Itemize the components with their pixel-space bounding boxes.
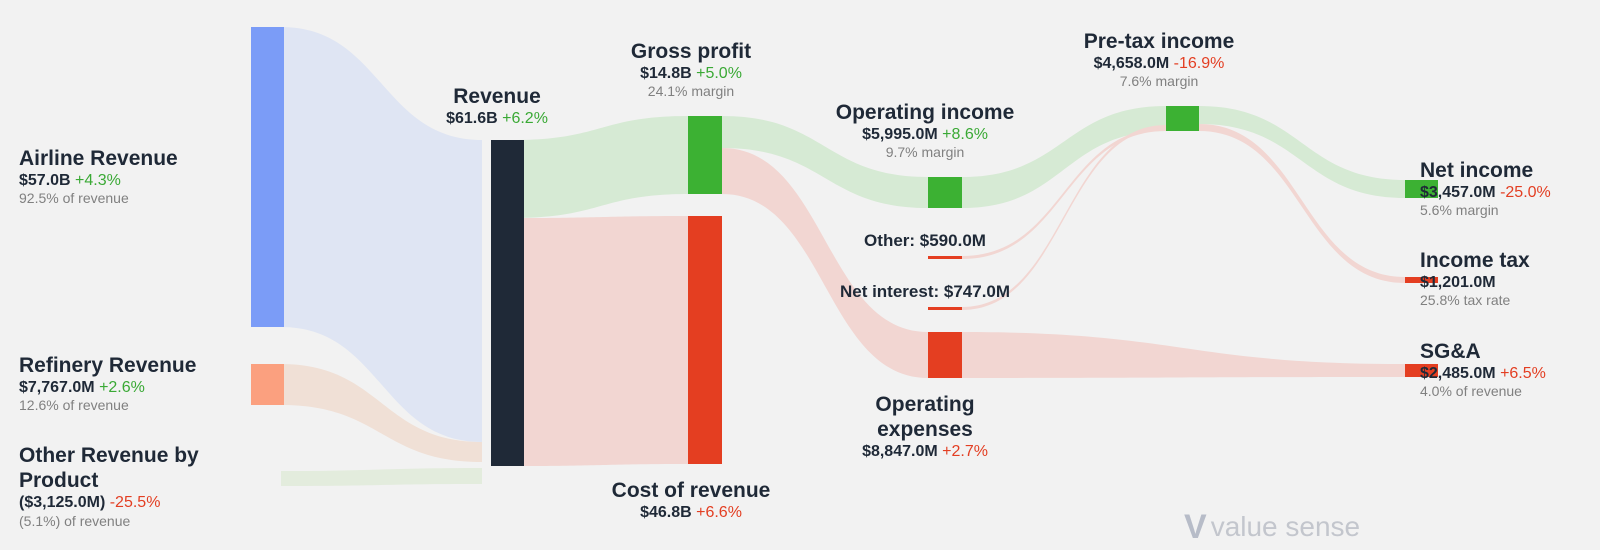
node-note: 4.0% of revenue xyxy=(1420,383,1522,400)
node-income-tax xyxy=(1405,277,1438,283)
node-name: Pre-tax income xyxy=(1083,30,1235,53)
flow-operating-income-to-pretax xyxy=(962,106,1166,208)
label-revenue: Revenue $61.6B +6.2% xyxy=(446,84,548,128)
flow-net-interest-to-pretax xyxy=(962,125,1166,310)
node-operating-expenses xyxy=(928,332,962,378)
node-value: $14.8B +5.0% xyxy=(640,65,742,83)
node-refinery-revenue xyxy=(251,364,284,405)
node-name: Refinery Revenue xyxy=(19,354,197,377)
flow-other-revenue xyxy=(281,468,482,486)
node-note: (5.1%) of revenue xyxy=(19,512,131,529)
label-other-revenue: Other Revenue by Product ($3,125.0M) -25… xyxy=(19,443,219,529)
label-other: Other: $590.0M xyxy=(864,231,986,251)
label-operating-income: Operating income $5,995.0M +8.6% 9.7% ma… xyxy=(836,100,1015,161)
node-value: $57.0B +4.3% xyxy=(19,172,121,190)
node-other xyxy=(928,256,962,259)
node-value: $1,201.0M xyxy=(1420,274,1496,292)
node-note: 5.6% margin xyxy=(1420,202,1499,219)
node-airline-revenue xyxy=(251,27,284,327)
node-name: Other Revenue by Product xyxy=(19,444,199,493)
label-net-income: Net income $3,457.0M -25.0% 5.6% margin xyxy=(1420,158,1551,219)
node-value: $2,485.0M +6.5% xyxy=(1420,365,1546,383)
label-operating-expenses: Operating expenses $8,847.0M +2.7% xyxy=(855,392,995,462)
node-gross-profit xyxy=(688,116,722,194)
node-value: $7,767.0M +2.6% xyxy=(19,379,145,397)
v-logo-icon: V xyxy=(1184,508,1207,546)
flow-opex-to-sga xyxy=(962,332,1405,378)
node-value: $61.6B +6.2% xyxy=(446,110,548,128)
flow-pretax-to-income-tax xyxy=(1199,124,1405,283)
node-net-income xyxy=(1405,180,1438,198)
node-note: 24.1% margin xyxy=(647,83,735,100)
node-value: $46.8B +6.6% xyxy=(640,504,742,522)
node-value: $8,847.0M +2.7% xyxy=(862,443,988,461)
node-name: SG&A xyxy=(1420,340,1481,363)
node-name: Income tax xyxy=(1420,249,1530,272)
node-note: 25.8% tax rate xyxy=(1420,292,1511,309)
node-name: Airline Revenue xyxy=(19,147,178,170)
node-value: ($3,125.0M) -25.5% xyxy=(19,494,161,512)
flow-gross-profit-to-operating-income xyxy=(722,116,928,208)
flow-revenue-to-gross-profit xyxy=(514,116,688,218)
node-name: Cost of revenue xyxy=(611,479,771,502)
flow-gross-profit-to-operating-expenses xyxy=(722,148,928,378)
node-name: Gross profit xyxy=(630,40,752,63)
flow-airline-to-revenue xyxy=(281,27,482,442)
node-name: Operating expenses xyxy=(875,393,975,442)
node-net-interest xyxy=(928,307,962,310)
label-airline-revenue: Airline Revenue $57.0B +4.3% 92.5% of re… xyxy=(19,146,178,207)
node-name: Revenue xyxy=(453,85,541,108)
node-name: Net income xyxy=(1420,159,1534,182)
label-cost-of-revenue: Cost of revenue $46.8B +6.6% xyxy=(612,478,771,522)
node-name: Other: $590.0M xyxy=(864,231,986,250)
node-value: $3,457.0M -25.0% xyxy=(1420,184,1551,202)
node-sga xyxy=(1405,364,1438,377)
node-note: 7.6% margin xyxy=(1119,73,1199,90)
node-value: $5,995.0M +8.6% xyxy=(862,126,988,144)
node-note: 92.5% of revenue xyxy=(19,190,129,207)
node-name: Operating income xyxy=(835,101,1015,124)
node-note: 9.7% margin xyxy=(885,144,965,161)
flow-other-to-pretax xyxy=(962,128,1166,259)
node-operating-income xyxy=(928,177,962,208)
label-income-tax: Income tax $1,201.0M 25.8% tax rate xyxy=(1420,248,1530,309)
watermark-logo: V value sense xyxy=(1184,510,1360,544)
label-sga: SG&A $2,485.0M +6.5% 4.0% of revenue xyxy=(1420,339,1546,400)
node-pretax-income xyxy=(1166,106,1199,131)
node-cost-of-revenue xyxy=(688,216,722,464)
node-note: 12.6% of revenue xyxy=(19,397,129,414)
flow-refinery-to-revenue xyxy=(281,364,482,462)
node-revenue xyxy=(491,140,524,466)
label-net-interest: Net interest: $747.0M xyxy=(840,282,1010,302)
flow-revenue-to-cost-of-revenue xyxy=(514,216,688,466)
watermark-text: value sense xyxy=(1210,511,1361,542)
node-name: Net interest: $747.0M xyxy=(839,282,1011,301)
node-value: $4,658.0M -16.9% xyxy=(1093,55,1225,73)
label-gross-profit: Gross profit $14.8B +5.0% 24.1% margin xyxy=(631,39,751,100)
label-refinery-revenue: Refinery Revenue $7,767.0M +2.6% 12.6% o… xyxy=(19,353,196,414)
flow-pretax-to-net-income xyxy=(1199,106,1405,198)
label-pretax-income: Pre-tax income $4,658.0M -16.9% 7.6% mar… xyxy=(1084,29,1235,90)
